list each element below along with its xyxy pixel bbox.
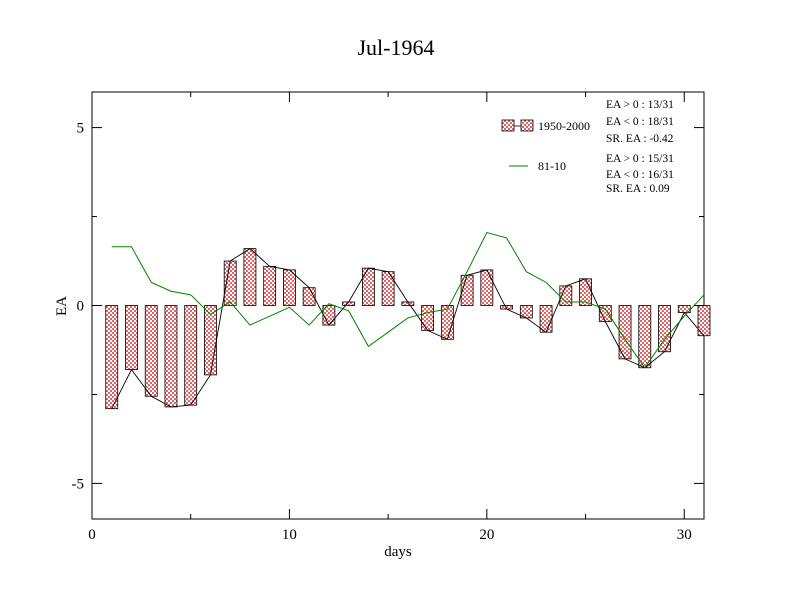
- x-tick-label: 0: [88, 527, 96, 543]
- bar-day-15: [381, 271, 395, 306]
- y-tick-label: -5: [72, 476, 85, 492]
- bar-day-3: [144, 305, 158, 397]
- bar-day-9: [263, 265, 277, 306]
- y-axis-label: EA: [54, 296, 70, 316]
- bar-day-1: [105, 305, 119, 410]
- x-axis-label: days: [384, 544, 412, 560]
- bar-day-8: [243, 248, 257, 306]
- legend-label-1950-2000: 1950-2000: [538, 119, 590, 133]
- x-tick-label: 10: [282, 527, 297, 543]
- y-tick-label: 5: [77, 121, 85, 137]
- stat-1950-2000-positive: EA > 0 : 13/31: [606, 99, 674, 111]
- series-lines: [111, 231, 705, 409]
- x-tick-label: 20: [479, 527, 494, 543]
- bar-day-18: [440, 305, 454, 340]
- axis-ticks: 0 10 20 30 -5 0 5: [72, 92, 704, 543]
- bar-day-6: [204, 305, 217, 376]
- legend-label-81-10: 81-10: [538, 159, 566, 173]
- stat-1950-2000-sr: SR. EA : -0.42: [606, 133, 674, 145]
- x-tick-label: 30: [677, 527, 692, 543]
- line-1950-2000: [111, 248, 705, 409]
- bar-day-4: [164, 305, 178, 408]
- stat-81-10-sr: SR. EA : 0.09: [606, 183, 670, 195]
- legend: 1950-2000 81-10 EA > 0 : 13/31 EA < 0 : …: [501, 99, 674, 195]
- bar-day-5: [184, 305, 198, 406]
- bar-day-17: [421, 305, 435, 331]
- bar-day-14: [361, 267, 375, 306]
- legend-swatch-1950-2000-b: [520, 119, 534, 132]
- bar-day-2: [125, 305, 138, 370]
- line-81-10: [111, 231, 705, 369]
- bar-day-20: [480, 269, 494, 306]
- chart-title: Jul-1964: [358, 35, 435, 60]
- y-tick-label: 0: [77, 299, 85, 315]
- bar-day-28: [638, 305, 652, 369]
- bar-day-23: [539, 305, 553, 333]
- bar-day-10: [283, 269, 296, 306]
- stat-81-10-positive: EA > 0 : 15/31: [606, 153, 674, 165]
- bars-1950-2000: [105, 248, 711, 410]
- stat-81-10-negative: EA < 0 : 16/31: [606, 169, 674, 181]
- stat-1950-2000-negative: EA < 0 : 18/31: [606, 116, 674, 128]
- legend-swatch-1950-2000-a: [501, 119, 515, 132]
